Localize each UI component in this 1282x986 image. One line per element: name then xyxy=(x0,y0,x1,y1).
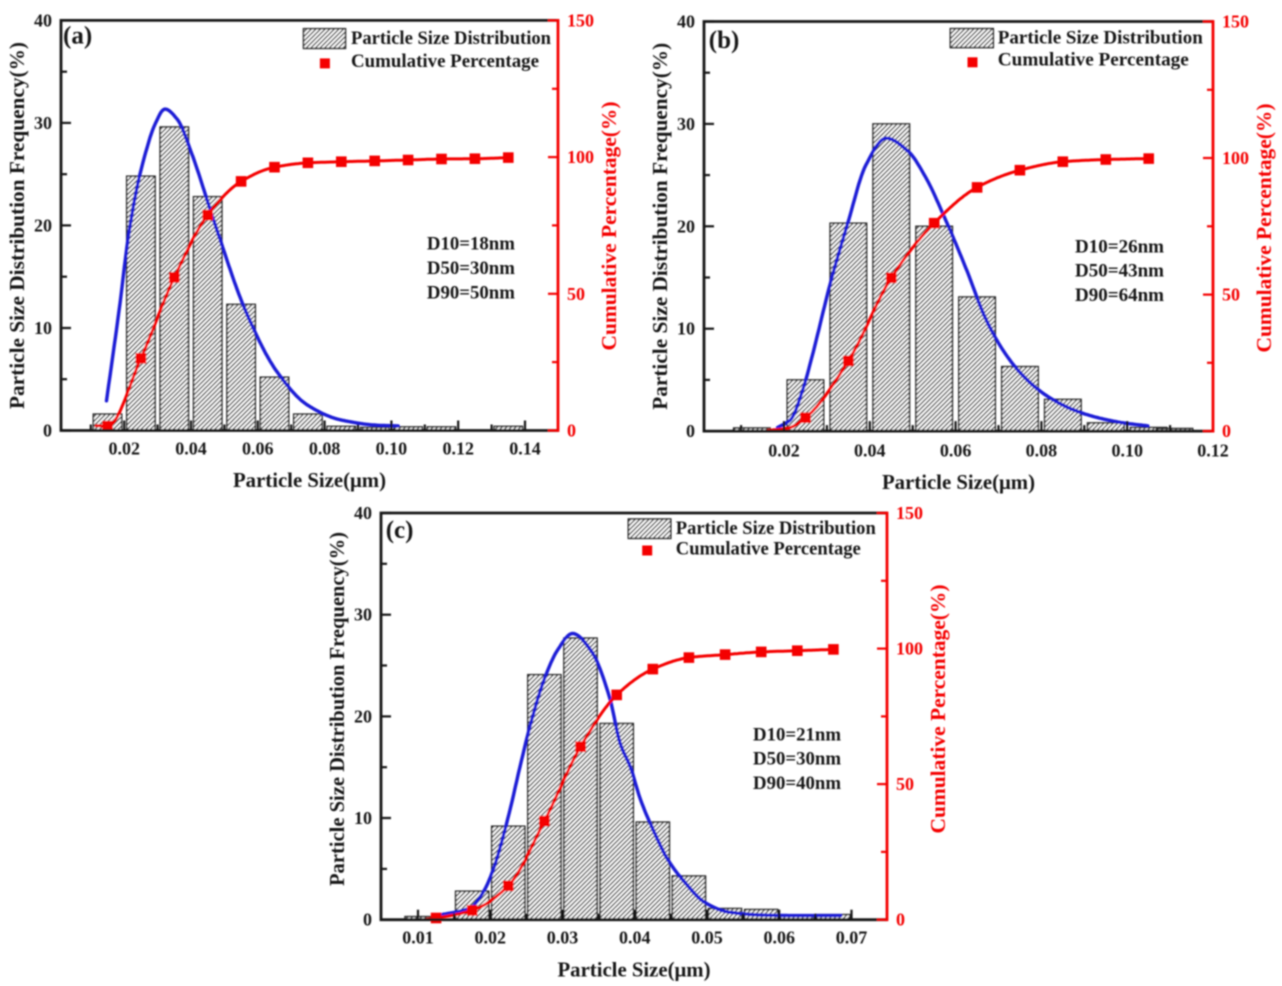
svg-text:50: 50 xyxy=(896,774,914,794)
svg-text:Particle Size(μm): Particle Size(μm) xyxy=(558,958,711,982)
svg-text:30: 30 xyxy=(354,605,372,625)
svg-text:0.12: 0.12 xyxy=(442,439,474,459)
svg-text:30: 30 xyxy=(677,114,695,134)
svg-text:0.06: 0.06 xyxy=(763,928,795,948)
svg-text:D90=64nm: D90=64nm xyxy=(1075,285,1164,306)
svg-text:0.08: 0.08 xyxy=(1026,441,1058,461)
svg-text:0.10: 0.10 xyxy=(376,439,408,459)
svg-text:100: 100 xyxy=(1222,148,1249,168)
svg-text:D90=50nm: D90=50nm xyxy=(427,282,515,303)
svg-text:30: 30 xyxy=(34,113,52,133)
svg-text:D10=26nm: D10=26nm xyxy=(1075,236,1164,257)
svg-text:0: 0 xyxy=(686,421,695,441)
svg-text:Particle Size Distribution: Particle Size Distribution xyxy=(351,28,551,49)
svg-text:10: 10 xyxy=(34,318,52,338)
svg-text:0.04: 0.04 xyxy=(854,441,886,461)
svg-text:20: 20 xyxy=(354,706,372,726)
svg-text:0.03: 0.03 xyxy=(547,928,579,948)
svg-text:Particle Size Distribution Fre: Particle Size Distribution Frequency(%) xyxy=(648,43,672,410)
svg-text:0.08: 0.08 xyxy=(309,439,341,459)
svg-text:150: 150 xyxy=(1222,12,1249,32)
svg-text:D50=30nm: D50=30nm xyxy=(427,258,515,279)
svg-text:(c): (c) xyxy=(386,517,414,544)
svg-text:Cumulative Percentage(%): Cumulative Percentage(%) xyxy=(597,102,621,351)
svg-text:D10=18nm: D10=18nm xyxy=(427,234,515,255)
svg-text:0.02: 0.02 xyxy=(108,439,140,459)
svg-text:0.12: 0.12 xyxy=(1197,441,1229,461)
svg-text:(b): (b) xyxy=(709,27,740,54)
svg-text:0.06: 0.06 xyxy=(242,439,274,459)
svg-text:(a): (a) xyxy=(63,23,92,50)
svg-text:Particle Size Distribution: Particle Size Distribution xyxy=(676,518,876,539)
svg-text:50: 50 xyxy=(1222,285,1240,305)
svg-text:50: 50 xyxy=(567,284,585,304)
svg-text:40: 40 xyxy=(677,12,695,32)
svg-text:0.04: 0.04 xyxy=(175,439,207,459)
svg-text:0: 0 xyxy=(896,910,905,930)
svg-text:0: 0 xyxy=(1222,421,1231,441)
svg-text:0.04: 0.04 xyxy=(619,928,651,948)
svg-text:20: 20 xyxy=(677,216,695,236)
svg-text:100: 100 xyxy=(567,147,594,167)
svg-text:D50=43nm: D50=43nm xyxy=(1075,261,1164,282)
svg-text:20: 20 xyxy=(34,215,52,235)
svg-text:D10=21nm: D10=21nm xyxy=(753,725,841,746)
svg-text:0.05: 0.05 xyxy=(691,928,723,948)
svg-text:Cumulative Percentage(%): Cumulative Percentage(%) xyxy=(1252,104,1276,353)
svg-text:100: 100 xyxy=(896,639,923,659)
svg-text:0: 0 xyxy=(363,910,372,930)
svg-text:10: 10 xyxy=(677,319,695,339)
svg-text:0: 0 xyxy=(43,421,52,441)
svg-text:Cumulative Percentage: Cumulative Percentage xyxy=(998,49,1189,70)
svg-text:D90=40nm: D90=40nm xyxy=(753,773,841,794)
svg-text:0.02: 0.02 xyxy=(474,928,506,948)
svg-text:0.06: 0.06 xyxy=(940,441,972,461)
svg-text:0.02: 0.02 xyxy=(768,441,800,461)
svg-text:0: 0 xyxy=(567,421,576,441)
svg-text:150: 150 xyxy=(567,10,594,30)
svg-text:10: 10 xyxy=(354,808,372,828)
svg-text:Cumulative Percentage(%): Cumulative Percentage(%) xyxy=(926,585,950,834)
svg-text:40: 40 xyxy=(34,10,52,30)
svg-text:Cumulative Percentage: Cumulative Percentage xyxy=(676,538,861,559)
svg-text:Particle Size(μm): Particle Size(μm) xyxy=(233,468,386,492)
svg-text:Particle Size(μm): Particle Size(μm) xyxy=(882,470,1035,494)
svg-text:0.01: 0.01 xyxy=(402,928,434,948)
svg-text:40: 40 xyxy=(354,503,372,523)
svg-text:D50=30nm: D50=30nm xyxy=(753,749,841,770)
svg-text:Particle Size Distribution Fre: Particle Size Distribution Frequency(%) xyxy=(325,532,349,886)
svg-text:Cumulative Percentage: Cumulative Percentage xyxy=(351,51,539,72)
svg-text:150: 150 xyxy=(896,503,923,523)
svg-text:0.07: 0.07 xyxy=(836,928,868,948)
svg-text:0.14: 0.14 xyxy=(509,439,541,459)
svg-text:Particle Size Distribution: Particle Size Distribution xyxy=(998,28,1203,49)
svg-text:Particle Size Distribution Fre: Particle Size Distribution Frequency(%) xyxy=(5,42,29,409)
svg-text:0.10: 0.10 xyxy=(1111,441,1143,461)
